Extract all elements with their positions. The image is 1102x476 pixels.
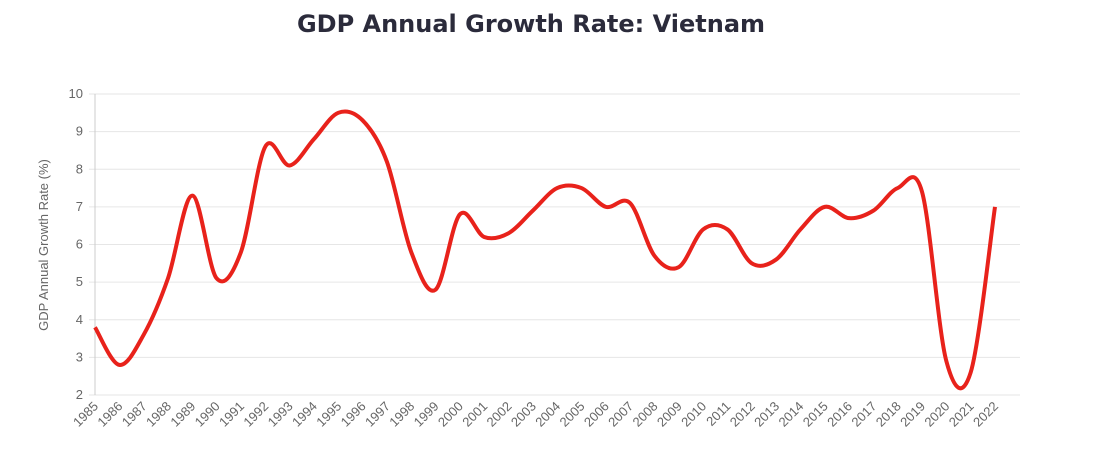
x-tick-label: 1994 [289, 399, 320, 430]
x-tick-label: 1988 [143, 399, 174, 430]
x-tick-label: 2018 [873, 399, 904, 430]
line-series [93, 109, 997, 391]
y-tick-label: 4 [76, 312, 83, 327]
x-tick-label: 2019 [897, 399, 928, 430]
x-tick-label: 1990 [192, 399, 223, 430]
x-tick-label: 2015 [800, 399, 831, 430]
x-tick-label: 2005 [557, 399, 588, 430]
x-tick-label: 1992 [240, 399, 271, 430]
x-tick-label: 2020 [921, 399, 952, 430]
x-tick-label: 2010 [678, 399, 709, 430]
x-tick-label: 2002 [484, 399, 515, 430]
y-tick-label: 9 [76, 124, 83, 139]
x-tick-label: 2022 [970, 399, 1001, 430]
y-tick-label: 7 [76, 199, 83, 214]
x-tick-label: 1986 [94, 399, 125, 430]
x-tick-label: 2017 [848, 399, 879, 430]
x-tick-label: 2014 [775, 399, 806, 430]
y-tick-label: 2 [76, 387, 83, 402]
x-tick-label: 1999 [411, 399, 442, 430]
y-axis-label: GDP Annual Growth Rate (%) [36, 159, 51, 331]
x-tick-label: 1993 [265, 399, 296, 430]
y-tick-label: 5 [76, 274, 83, 289]
x-tick-label: 1989 [167, 399, 198, 430]
x-tick-label: 2016 [824, 399, 855, 430]
x-tick-label: 1987 [119, 399, 150, 430]
x-tick-label: 1996 [338, 399, 369, 430]
x-tick-label: 1995 [313, 399, 344, 430]
y-tick-label: 6 [76, 237, 83, 252]
x-tick-label: 1998 [386, 399, 417, 430]
x-tick-label: 2011 [703, 399, 733, 429]
y-tick-label: 3 [76, 349, 83, 364]
x-tick-label: 2001 [459, 399, 490, 430]
chart-title: GDP Annual Growth Rate: Vietnam [297, 10, 765, 38]
x-tick-label: 2006 [581, 399, 612, 430]
x-tick-label: 2004 [532, 399, 563, 430]
x-tick-label: 1991 [216, 399, 247, 430]
x-tick-label: 1997 [362, 399, 393, 430]
x-tick-label: 2000 [435, 399, 466, 430]
y-tick-label: 8 [76, 161, 83, 176]
x-tick-label: 1985 [70, 399, 101, 430]
x-tick-label: 2003 [508, 399, 539, 430]
x-tick-label: 2008 [630, 399, 661, 430]
x-tick-label: 2013 [751, 399, 782, 430]
x-tick-label: 2021 [946, 399, 977, 430]
x-tick-label: 2012 [727, 399, 758, 430]
x-tick-label: 2009 [654, 399, 685, 430]
x-tick-label: 2007 [605, 399, 636, 430]
y-tick-label: 10 [69, 86, 83, 101]
